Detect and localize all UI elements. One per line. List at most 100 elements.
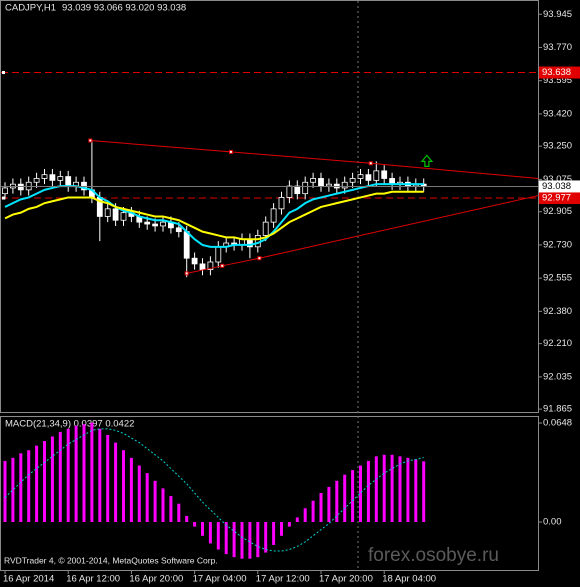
main-panel-frame: [0, 0, 539, 413]
trendline: [90, 139, 539, 179]
candle-body: [33, 178, 40, 183]
macd-signal: [4, 428, 424, 552]
chart-title: CADJPY,H1: [5, 3, 56, 14]
macd-bar: [74, 425, 78, 523]
macd-bar: [374, 456, 378, 523]
macd-bar: [19, 453, 23, 523]
x-tick-label: 16 Apr 2014: [3, 574, 54, 585]
macd-bar: [287, 522, 291, 527]
level-anchor: [2, 196, 5, 200]
candle-body: [357, 174, 364, 179]
macd-bar: [414, 459, 418, 523]
macd-bar: [406, 457, 410, 523]
macd-bar: [161, 488, 165, 523]
macd-bar: [58, 431, 62, 523]
candle-body: [65, 176, 72, 187]
candle-body: [278, 197, 285, 210]
candle-body: [270, 208, 277, 223]
y-tick-label: 92.555: [543, 273, 572, 284]
macd-bar: [343, 474, 347, 523]
candle-body: [373, 170, 380, 181]
trendline-anchor: [257, 256, 262, 261]
macd-bar: [264, 522, 268, 553]
macd-bar: [3, 460, 7, 523]
candle-body: [175, 227, 182, 233]
moving-average: [4, 190, 424, 241]
macd-bar: [232, 522, 236, 558]
trendline-anchor: [184, 271, 189, 276]
candle-body: [112, 208, 119, 221]
current-price-box: [539, 180, 580, 193]
macd-bar: [27, 450, 31, 523]
candle-body: [160, 221, 166, 227]
candle-body: [41, 174, 48, 179]
macd-bar: [153, 480, 157, 523]
y-tick-label: 91.865: [543, 404, 572, 415]
macd-bar: [35, 445, 39, 523]
macd-bar: [280, 522, 283, 536]
macd-bar: [295, 517, 299, 523]
macd-bar: [390, 454, 394, 523]
x-tick-label: 17 Apr 04:00: [193, 574, 247, 585]
candle-body: [207, 261, 214, 271]
y-tick-label: 93.770: [543, 42, 572, 53]
macd-bar: [177, 503, 181, 523]
y-tick-label: 93.420: [543, 108, 572, 119]
macd-bar: [208, 522, 212, 544]
level-box: [539, 192, 580, 205]
candle-body: [310, 178, 317, 183]
macd-bar: [366, 460, 370, 523]
candle-body: [104, 208, 111, 217]
trendline-anchor: [220, 263, 225, 268]
y-tick-label: 92.035: [543, 371, 572, 382]
macd-bar: [311, 500, 315, 523]
macd-bar: [201, 522, 204, 536]
current-price-label: 93.038: [542, 181, 571, 192]
macd-bar: [335, 480, 339, 523]
macd-bar: [169, 496, 173, 523]
copyright: RVDTrader 4, © 2001-2014, MetaQuotes Sof…: [4, 555, 218, 565]
trendline-anchor: [88, 138, 93, 143]
macd-bar: [185, 515, 189, 523]
moving-average: [4, 183, 424, 248]
macd-bar: [66, 428, 70, 523]
macd-bar: [90, 422, 94, 523]
macd-bar: [359, 465, 362, 523]
macd-bar: [272, 522, 276, 545]
macd-bar: [303, 508, 307, 523]
y-tick-label: 92.380: [543, 306, 572, 317]
candle-body: [286, 185, 293, 198]
candle-body: [381, 170, 388, 179]
x-tick-label: 17 Apr 20:00: [319, 574, 373, 585]
candle-body: [294, 185, 301, 195]
macd-bar: [129, 457, 133, 523]
macd-bar: [122, 450, 125, 523]
macd-bar: [422, 461, 426, 523]
level-label: 93.638: [542, 67, 571, 78]
macd-bar: [224, 522, 228, 555]
level-box: [539, 66, 580, 79]
macd-bar: [351, 470, 355, 523]
candle-body: [349, 178, 356, 183]
x-tick-label: 16 Apr 12:00: [66, 574, 120, 585]
macd-panel-frame: [0, 416, 539, 571]
candle-body: [191, 257, 198, 265]
candle-body: [17, 183, 24, 191]
trendline-anchor: [228, 149, 233, 154]
trendline: [186, 195, 539, 274]
macd-bar: [137, 465, 141, 523]
macd-bar: [240, 522, 244, 559]
ohlc-readout: 93.039 93.066 93.020 93.038: [62, 3, 186, 14]
candle-body: [215, 246, 222, 263]
y-tick-label: 92.210: [543, 338, 572, 349]
level-anchor: [2, 71, 5, 75]
x-tick-label: 18 Apr 04:00: [382, 574, 436, 585]
trendline-anchor: [368, 161, 373, 166]
candle-body: [57, 176, 64, 181]
y-tick-label: 93.945: [543, 9, 572, 20]
macd-bar: [106, 434, 110, 523]
candle-body: [262, 221, 269, 236]
macd-bar: [382, 454, 386, 523]
